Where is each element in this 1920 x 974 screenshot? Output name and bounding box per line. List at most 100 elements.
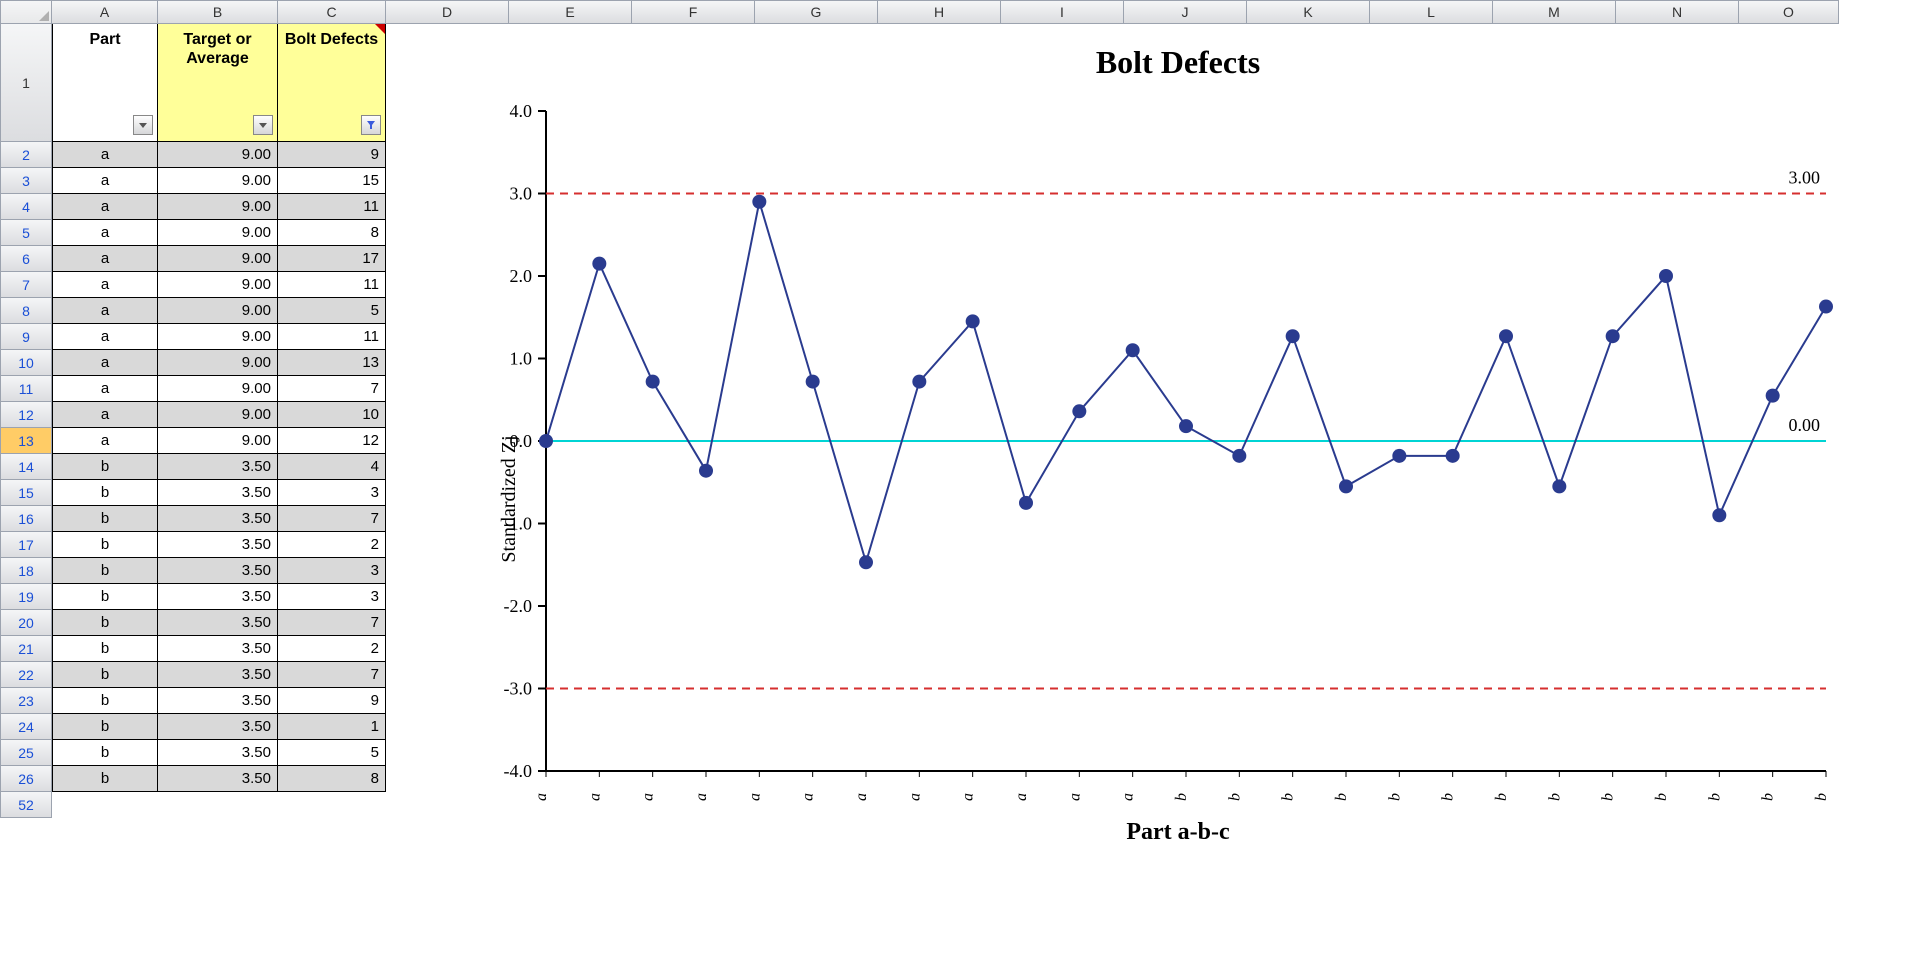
table-cell[interactable]: 9.00 xyxy=(158,376,278,402)
table-cell[interactable]: 3.50 xyxy=(158,688,278,714)
row-header-25[interactable]: 25 xyxy=(0,740,52,766)
table-row[interactable]: b3.507 xyxy=(52,610,436,636)
table-cell[interactable]: 11 xyxy=(278,272,386,298)
table-cell[interactable]: b xyxy=(52,610,158,636)
row-header-3[interactable]: 3 xyxy=(0,168,52,194)
table-row[interactable]: b3.508 xyxy=(52,766,436,792)
table-cell[interactable]: 1 xyxy=(278,714,386,740)
table-cell[interactable]: 5 xyxy=(278,740,386,766)
row-header-19[interactable]: 19 xyxy=(0,584,52,610)
row-header-8[interactable]: 8 xyxy=(0,298,52,324)
table-cell[interactable]: a xyxy=(52,246,158,272)
table-row[interactable]: a9.0017 xyxy=(52,246,436,272)
column-header-I[interactable]: I xyxy=(1001,0,1124,24)
table-cell[interactable]: 2 xyxy=(278,532,386,558)
column-header-A[interactable]: A xyxy=(52,0,158,24)
table-cell[interactable]: 3.50 xyxy=(158,558,278,584)
table-cell[interactable]: 9.00 xyxy=(158,272,278,298)
table-row[interactable]: b3.505 xyxy=(52,740,436,766)
row-header-23[interactable]: 23 xyxy=(0,688,52,714)
table-row[interactable]: b3.502 xyxy=(52,532,436,558)
column-header-C[interactable]: C xyxy=(278,0,386,24)
table-cell[interactable]: a xyxy=(52,220,158,246)
table-cell[interactable]: 13 xyxy=(278,350,386,376)
table-row[interactable]: a9.0011 xyxy=(52,272,436,298)
row-header-18[interactable]: 18 xyxy=(0,558,52,584)
table-cell[interactable]: 9 xyxy=(278,142,386,168)
table-cell[interactable]: b xyxy=(52,766,158,792)
table-cell[interactable]: 12 xyxy=(278,428,386,454)
table-row[interactable]: a9.0012 xyxy=(52,428,436,454)
table-cell[interactable]: 9.00 xyxy=(158,246,278,272)
table-row[interactable]: b3.504 xyxy=(52,454,436,480)
table-row[interactable]: a9.0011 xyxy=(52,324,436,350)
filter-active-icon[interactable] xyxy=(361,115,381,135)
table-cell[interactable]: 3.50 xyxy=(158,480,278,506)
table-cell[interactable]: 4 xyxy=(278,454,386,480)
table-cell[interactable]: 7 xyxy=(278,376,386,402)
table-cell[interactable]: 7 xyxy=(278,662,386,688)
table-row[interactable]: b3.502 xyxy=(52,636,436,662)
row-header-24[interactable]: 24 xyxy=(0,714,52,740)
table-cell[interactable]: a xyxy=(52,376,158,402)
table-cell[interactable]: 3 xyxy=(278,558,386,584)
row-header-26[interactable]: 26 xyxy=(0,766,52,792)
table-cell[interactable]: 9.00 xyxy=(158,298,278,324)
table-cell[interactable]: 3.50 xyxy=(158,532,278,558)
table-cell[interactable]: 3.50 xyxy=(158,506,278,532)
column-header-E[interactable]: E xyxy=(509,0,632,24)
table-cell[interactable]: b xyxy=(52,532,158,558)
column-header-K[interactable]: K xyxy=(1247,0,1370,24)
table-row[interactable]: b3.501 xyxy=(52,714,436,740)
table-cell[interactable]: 9.00 xyxy=(158,168,278,194)
table-cell[interactable]: 9.00 xyxy=(158,402,278,428)
table-cell[interactable]: 9.00 xyxy=(158,194,278,220)
table-cell[interactable]: 9.00 xyxy=(158,142,278,168)
column-header-L[interactable]: L xyxy=(1370,0,1493,24)
table-cell[interactable]: 8 xyxy=(278,220,386,246)
table-cell[interactable]: a xyxy=(52,298,158,324)
table-cell[interactable]: 9.00 xyxy=(158,220,278,246)
row-header-11[interactable]: 11 xyxy=(0,376,52,402)
table-cell[interactable]: 8 xyxy=(278,766,386,792)
table-cell[interactable]: a xyxy=(52,194,158,220)
table-cell[interactable]: 15 xyxy=(278,168,386,194)
column-header-O[interactable]: O xyxy=(1739,0,1839,24)
table-row[interactable]: a9.0013 xyxy=(52,350,436,376)
table-cell[interactable]: 3.50 xyxy=(158,714,278,740)
filter-dropdown-icon[interactable] xyxy=(133,115,153,135)
row-header-9[interactable]: 9 xyxy=(0,324,52,350)
row-header-52[interactable]: 52 xyxy=(0,792,52,818)
table-cell[interactable]: 3.50 xyxy=(158,454,278,480)
row-header-21[interactable]: 21 xyxy=(0,636,52,662)
table-cell[interactable]: 7 xyxy=(278,610,386,636)
row-header-12[interactable]: 12 xyxy=(0,402,52,428)
table-cell[interactable]: 3.50 xyxy=(158,584,278,610)
column-header-M[interactable]: M xyxy=(1493,0,1616,24)
select-all-corner[interactable] xyxy=(0,0,52,24)
table-cell[interactable]: 3.50 xyxy=(158,636,278,662)
row-header-1[interactable]: 1 xyxy=(0,24,52,142)
table-row[interactable]: b3.509 xyxy=(52,688,436,714)
table-cell[interactable]: b xyxy=(52,662,158,688)
row-header-13[interactable]: 13 xyxy=(0,428,52,454)
table-row[interactable]: a9.009 xyxy=(52,142,436,168)
column-header-B[interactable]: B xyxy=(158,0,278,24)
table-row[interactable]: a9.0015 xyxy=(52,168,436,194)
row-header-5[interactable]: 5 xyxy=(0,220,52,246)
table-cell[interactable]: 3.50 xyxy=(158,610,278,636)
table-cell[interactable]: a xyxy=(52,272,158,298)
table-row[interactable]: a9.007 xyxy=(52,376,436,402)
table-cell[interactable]: b xyxy=(52,584,158,610)
column-header-H[interactable]: H xyxy=(878,0,1001,24)
table-cell[interactable]: b xyxy=(52,714,158,740)
table-cell[interactable]: a xyxy=(52,168,158,194)
column-header-N[interactable]: N xyxy=(1616,0,1739,24)
table-cell[interactable]: a xyxy=(52,350,158,376)
row-header-16[interactable]: 16 xyxy=(0,506,52,532)
table-cell[interactable]: b xyxy=(52,688,158,714)
filter-dropdown-icon[interactable] xyxy=(253,115,273,135)
column-header-F[interactable]: F xyxy=(632,0,755,24)
table-cell[interactable]: 3.50 xyxy=(158,766,278,792)
column-header-J[interactable]: J xyxy=(1124,0,1247,24)
